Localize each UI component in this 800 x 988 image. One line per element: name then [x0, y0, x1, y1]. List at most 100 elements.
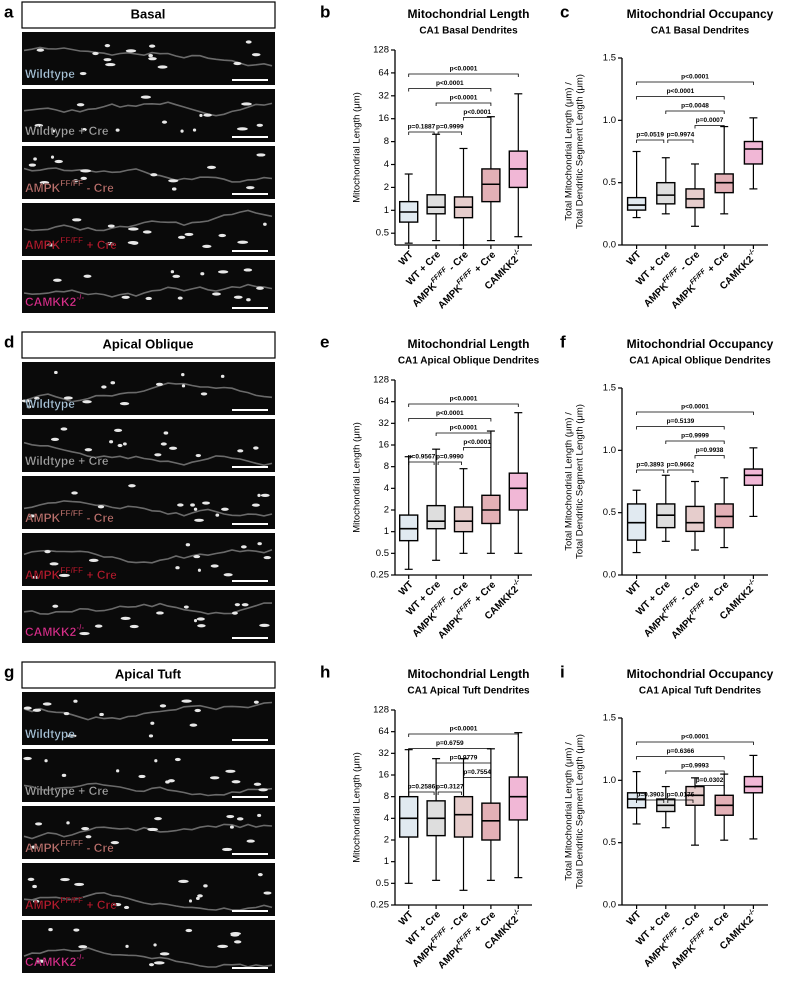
significance-bracket — [408, 791, 435, 795]
significance-label: p=0.9779 — [450, 755, 478, 762]
label-sup: FF/FF — [60, 838, 83, 848]
mito-blob — [181, 384, 186, 388]
y-axis-label: Total Dendritic Segment Length (μm) — [575, 404, 586, 559]
mito-blob — [183, 605, 189, 609]
mito-blob — [99, 712, 104, 717]
mito-blob — [256, 123, 263, 127]
dendrite — [23, 283, 273, 298]
significance-label: p=0.1887 — [408, 124, 436, 131]
chart-title: Mitochondrial Length — [408, 7, 530, 21]
y-tick-label: 1.0 — [603, 775, 616, 786]
mito-blob — [42, 702, 52, 706]
y-tick-label: 8 — [384, 461, 389, 472]
significance-bracket — [636, 139, 665, 143]
mito-blob — [79, 631, 90, 636]
significance-label: p=0.9999 — [436, 124, 464, 131]
mito-blob — [119, 402, 130, 406]
mito-blob — [178, 879, 189, 883]
image-label: Wildtype + Cre — [25, 454, 109, 468]
significance-bracket — [408, 131, 435, 135]
mito-blob — [170, 270, 175, 274]
box — [481, 168, 501, 203]
mito-blob — [27, 514, 36, 518]
mito-blob — [245, 40, 252, 44]
mito-blob — [113, 902, 122, 907]
significance-bracket — [408, 418, 492, 422]
panel-letter: e — [320, 332, 329, 351]
mito-blob — [23, 756, 32, 761]
mito-blob — [195, 896, 200, 901]
mito-blob — [212, 292, 221, 296]
mito-blob — [150, 721, 155, 725]
mito-blob — [193, 554, 201, 559]
mito-blob — [44, 550, 51, 554]
y-axis-label: Total Mitochondrial Length (μm) / — [564, 412, 575, 551]
mito-blob — [189, 899, 193, 903]
panel-title: Basal — [131, 6, 166, 21]
significance-label: p<0.0001 — [450, 66, 478, 73]
x-tick-label: WT — [397, 249, 416, 268]
label-suffix: - Cre — [83, 181, 114, 195]
label-sup: -/- — [747, 248, 757, 258]
significance-label: p=0.0048 — [681, 103, 709, 110]
panel-letter: c — [560, 2, 569, 21]
significance-bracket — [435, 432, 492, 436]
mito-blob — [154, 817, 162, 821]
mito-blob — [44, 759, 48, 763]
mito-blob — [246, 298, 251, 302]
panel-title: Apical Oblique — [102, 336, 193, 351]
panel-letter: i — [560, 662, 565, 681]
y-tick-label: 0.5 — [376, 548, 389, 559]
chart-title: Mitochondrial Length — [408, 667, 530, 681]
dendrite — [23, 209, 273, 232]
mito-blob — [202, 244, 212, 248]
label-sup: -/- — [512, 248, 522, 258]
chart-subtitle: CA1 Basal Dendrites — [419, 26, 518, 37]
chart-subtitle: CA1 Apical Oblique Dendrites — [629, 356, 771, 367]
mito-blob — [253, 446, 259, 450]
mito-blob — [120, 616, 131, 620]
label-base: AMPK — [25, 181, 61, 195]
label-sup: FF/FF — [60, 235, 83, 245]
box — [399, 514, 419, 542]
significance-bracket — [636, 741, 754, 745]
mito-blob — [50, 437, 60, 441]
mito-blob — [153, 961, 165, 965]
significance-bracket — [694, 125, 725, 129]
significance-label: p<0.0001 — [450, 95, 478, 102]
y-tick-label: 128 — [373, 45, 389, 56]
mito-blob — [256, 153, 266, 157]
mito-blob — [194, 708, 201, 713]
y-tick-label: 64 — [378, 396, 389, 407]
mito-blob — [60, 877, 70, 882]
y-tick-label: 64 — [378, 67, 389, 78]
significance-label: p=0.3127 — [436, 784, 464, 791]
mito-blob — [26, 405, 32, 409]
image-label: Wildtype + Cre — [25, 784, 109, 798]
y-tick-label: 0.0 — [603, 900, 616, 911]
mito-blob — [220, 374, 225, 378]
y-tick-label: 64 — [378, 726, 389, 737]
box — [399, 795, 419, 838]
mito-blob — [82, 400, 92, 404]
mito-blob — [237, 449, 244, 453]
significance-label: p=0.3903 — [636, 792, 664, 799]
image-label: Wildtype — [25, 397, 75, 411]
mito-blob — [233, 295, 243, 299]
mito-blob — [105, 62, 116, 67]
mito-blob — [66, 821, 70, 825]
significance-label: p=0.2586 — [408, 784, 436, 791]
label-sup: -/- — [76, 622, 84, 632]
dendrite — [23, 602, 273, 615]
mito-blob — [154, 453, 162, 457]
mito-blob — [200, 272, 205, 276]
label-sup: -/- — [747, 578, 757, 588]
mito-blob — [175, 566, 180, 570]
significance-label: p<0.0001 — [436, 80, 464, 87]
label-sup: -/- — [512, 578, 522, 588]
mito-blob — [72, 218, 82, 222]
mito-blob — [147, 827, 159, 832]
mito-blob — [217, 270, 229, 274]
panel-letter: d — [4, 332, 14, 351]
label-base: AMPK — [25, 511, 61, 525]
